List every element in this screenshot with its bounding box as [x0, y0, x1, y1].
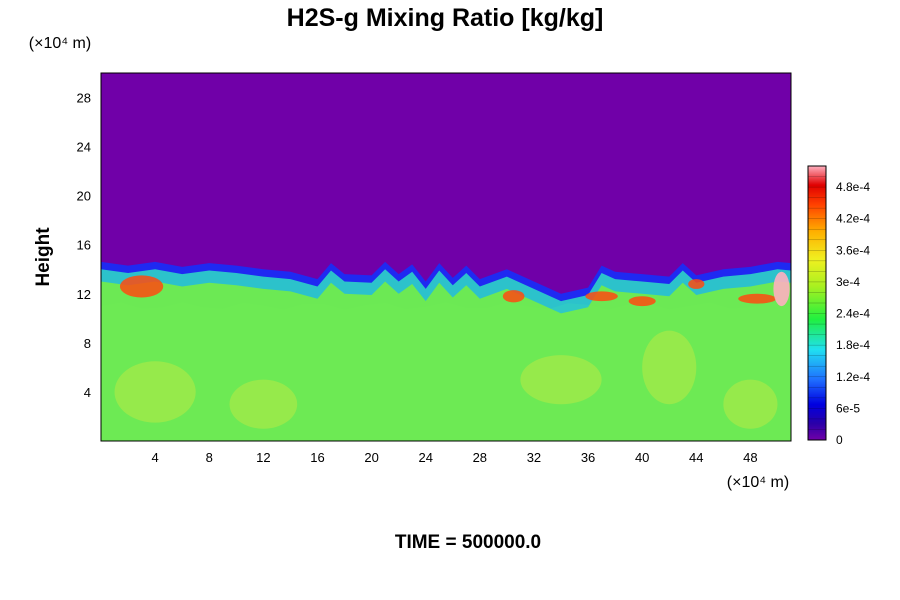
colorbar-tick-label: 4.2e-4 [836, 212, 870, 226]
lower-layer-swirl [642, 330, 697, 405]
heatmap-hotspot [688, 279, 705, 289]
lower-layer-swirl [114, 361, 196, 423]
x-tick-label: 24 [418, 450, 432, 465]
x-tick-label: 20 [364, 450, 378, 465]
colorbar-tick-label: 0 [836, 433, 843, 447]
y-tick-label: 4 [84, 385, 91, 400]
x-axis-ticks: 4 8 12 16 20 24 28 32 36 40 44 48 [152, 450, 758, 465]
x-tick-label: 28 [473, 450, 487, 465]
heatmap-plumes [114, 330, 778, 429]
heatmap-hotspot [628, 296, 656, 307]
chart-title: H2S-g Mixing Ratio [kg/kg] [287, 4, 604, 32]
colorbar-tick-label: 2.4e-4 [836, 307, 870, 321]
colorbar-ticks: 0 6e-5 1.2e-4 1.8e-4 2.4e-4 3e-4 3.6e-4 4.2e-4 4… [836, 180, 870, 447]
x-tick-label: 16 [310, 450, 324, 465]
y-tick-label: 20 [77, 189, 91, 204]
x-tick-label: 48 [743, 450, 757, 465]
colorbar-bands [808, 176, 826, 430]
y-tick-label: 12 [77, 287, 91, 302]
x-axis-unit: (×10⁴ m) [727, 474, 789, 491]
colorbar [807, 165, 827, 441]
heatmap-hotspot [502, 290, 525, 303]
y-axis-label: Height [33, 227, 54, 287]
y-axis-ticks: 4 8 12 16 20 24 28 [77, 91, 91, 400]
x-tick-label: 8 [206, 450, 213, 465]
plot-frame [100, 72, 792, 442]
x-tick-label: 32 [527, 450, 541, 465]
x-tick-label: 36 [581, 450, 595, 465]
lower-layer-swirl [520, 355, 602, 405]
y-tick-label: 24 [77, 140, 91, 155]
y-tick-label: 8 [84, 336, 91, 351]
heatmap-hotspot [119, 275, 164, 298]
x-tick-label: 12 [256, 450, 270, 465]
colorbar-tick-label: 1.8e-4 [836, 338, 870, 352]
heatmap-hotspots [119, 271, 790, 307]
y-axis-unit: (×10⁴ m) [29, 35, 91, 52]
x-tick-label: 4 [152, 450, 159, 465]
colorbar-tick-label: 1.2e-4 [836, 370, 870, 384]
colorbar-tick-label: 4.8e-4 [836, 180, 870, 194]
heatmap-peak [773, 271, 790, 307]
colorbar-tick-label: 3e-4 [836, 275, 860, 289]
heatmap-mixing-band-green [101, 281, 791, 441]
colorbar-tick-label: 6e-5 [836, 401, 860, 415]
time-label: TIME = 500000.0 [395, 532, 541, 553]
heatmap-hotspot [585, 291, 618, 302]
lower-layer-swirl [229, 379, 298, 429]
x-tick-label: 40 [635, 450, 649, 465]
plot-area [101, 73, 791, 441]
colorbar-tick-label: 3.6e-4 [836, 243, 870, 257]
y-tick-label: 16 [77, 238, 91, 253]
x-tick-label: 44 [689, 450, 703, 465]
heatmap-hotspot [738, 293, 777, 304]
y-tick-label: 28 [77, 91, 91, 106]
lower-layer-swirl [723, 379, 778, 429]
